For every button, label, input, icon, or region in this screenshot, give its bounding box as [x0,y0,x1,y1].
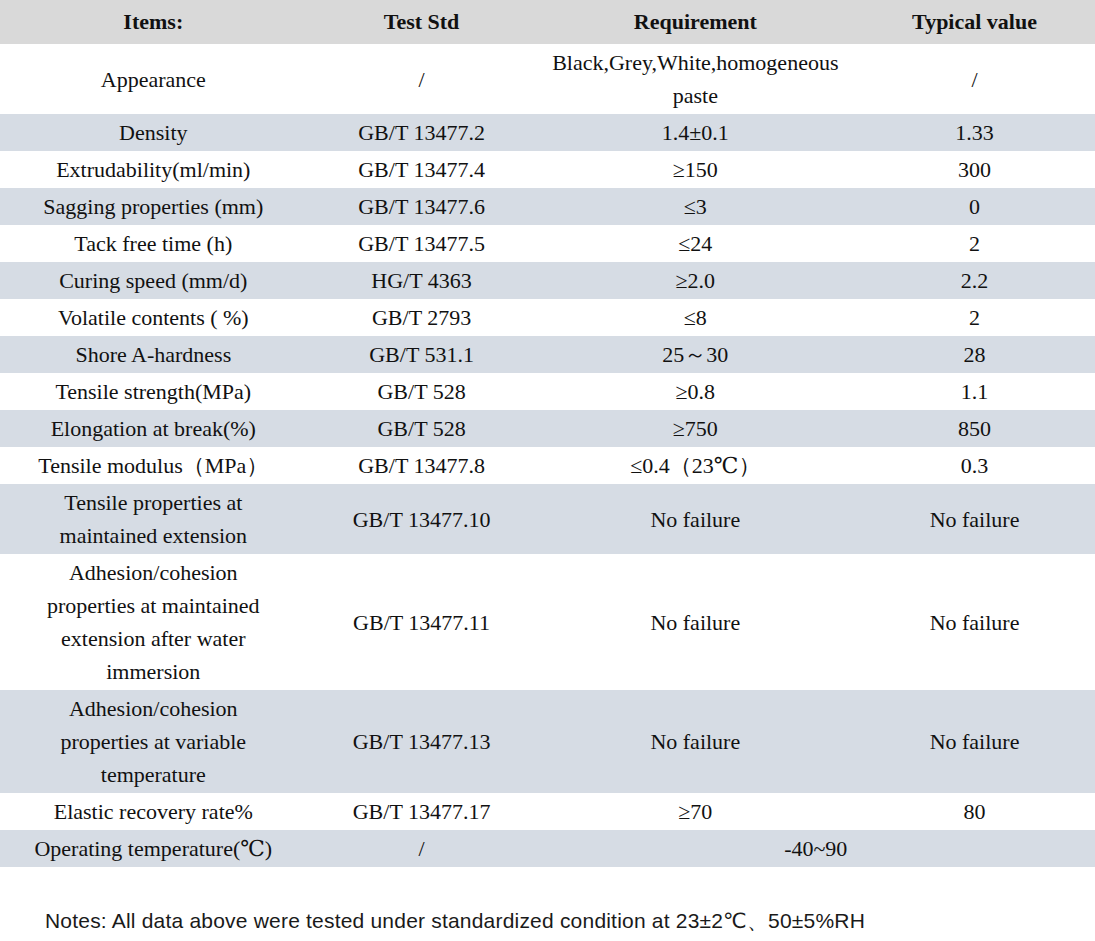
typical-value-cell: 1.33 [854,114,1095,151]
requirement-cell: ≤0.4（23℃） [537,447,855,484]
test-std-cell: GB/T 13477.5 [307,225,537,262]
requirement-cell: No failure [537,690,855,793]
requirement-cell: Black,Grey,White,homogeneous paste [537,44,855,114]
typical-value-cell: / [854,44,1095,114]
item-cell: Curing speed (mm/d) [0,262,307,299]
table-row: Tensile modulus（MPa） GB/T 13477.8 ≤0.4（2… [0,447,1095,484]
header-typical-value: Typical value [854,0,1095,44]
typical-value-cell: 28 [854,336,1095,373]
test-std-cell: GB/T 13477.11 [307,554,537,690]
item-cell: Sagging properties (mm) [0,188,307,225]
table-row: Curing speed (mm/d) HG/T 4363 ≥2.0 2.2 [0,262,1095,299]
item-cell: Appearance [0,44,307,114]
requirement-cell: ≤8 [537,299,855,336]
table-row: Extrudability(ml/min) GB/T 13477.4 ≥150 … [0,151,1095,188]
typical-value-cell: 2.2 [854,262,1095,299]
test-std-cell: GB/T 13477.10 [307,484,537,554]
test-std-cell: GB/T 528 [307,373,537,410]
typical-value-cell: 80 [854,793,1095,830]
requirement-cell: No failure [537,484,855,554]
test-std-cell: GB/T 13477.4 [307,151,537,188]
table-row: Elastic recovery rate% GB/T 13477.17 ≥70… [0,793,1095,830]
requirement-cell: No failure [537,554,855,690]
table-row: Shore A-hardness GB/T 531.1 25～30 28 [0,336,1095,373]
test-std-cell: GB/T 13477.6 [307,188,537,225]
item-cell: Tensile strength(MPa) [0,373,307,410]
requirement-cell: ≥0.8 [537,373,855,410]
merged-value-cell: -40~90 [537,830,1095,867]
test-std-cell: GB/T 528 [307,410,537,447]
requirement-cell: ≤24 [537,225,855,262]
table-header-row: Items: Test Std Requirement Typical valu… [0,0,1095,44]
typical-value-cell: 0 [854,188,1095,225]
test-std-cell: / [307,44,537,114]
typical-value-cell: 2 [854,299,1095,336]
item-cell: Tack free time (h) [0,225,307,262]
header-test-std: Test Std [307,0,537,44]
notes-text: Notes: All data above were tested under … [45,907,1095,935]
test-std-cell: GB/T 13477.17 [307,793,537,830]
table-row: Appearance / Black,Grey,White,homogeneou… [0,44,1095,114]
test-std-cell: GB/T 13477.13 [307,690,537,793]
item-cell: Adhesion/cohesion properties at variable… [0,690,307,793]
item-cell: Tensile properties at maintained extensi… [0,484,307,554]
test-std-cell: GB/T 13477.2 [307,114,537,151]
test-std-cell: / [307,830,537,867]
table-row: Volatile contents ( %) GB/T 2793 ≤8 2 [0,299,1095,336]
requirement-cell: 1.4±0.1 [537,114,855,151]
item-cell: Operating temperature(℃) [0,830,307,867]
table-row: Tack free time (h) GB/T 13477.5 ≤24 2 [0,225,1095,262]
test-std-cell: GB/T 531.1 [307,336,537,373]
item-cell: Tensile modulus（MPa） [0,447,307,484]
table-row: Sagging properties (mm) GB/T 13477.6 ≤3 … [0,188,1095,225]
requirement-cell: ≥750 [537,410,855,447]
item-cell: Elastic recovery rate% [0,793,307,830]
requirement-cell: ≥2.0 [537,262,855,299]
header-requirement: Requirement [537,0,855,44]
table-row-operating-temperature: Operating temperature(℃) / -40~90 [0,830,1095,867]
table-row: Density GB/T 13477.2 1.4±0.1 1.33 [0,114,1095,151]
table-row: Adhesion/cohesion properties at maintain… [0,554,1095,690]
requirement-cell: 25～30 [537,336,855,373]
typical-value-cell: 300 [854,151,1095,188]
typical-value-cell: No failure [854,484,1095,554]
requirement-cell: ≥150 [537,151,855,188]
item-cell: Volatile contents ( %) [0,299,307,336]
test-std-cell: GB/T 13477.8 [307,447,537,484]
item-cell: Extrudability(ml/min) [0,151,307,188]
item-cell: Elongation at break(%) [0,410,307,447]
spec-table: Items: Test Std Requirement Typical valu… [0,0,1095,867]
item-cell: Density [0,114,307,151]
table-row: Tensile properties at maintained extensi… [0,484,1095,554]
requirement-cell: ≥70 [537,793,855,830]
typical-value-cell: 2 [854,225,1095,262]
item-cell: Adhesion/cohesion properties at maintain… [0,554,307,690]
table-row: Elongation at break(%) GB/T 528 ≥750 850 [0,410,1095,447]
table-row: Tensile strength(MPa) GB/T 528 ≥0.8 1.1 [0,373,1095,410]
typical-value-cell: No failure [854,690,1095,793]
test-std-cell: HG/T 4363 [307,262,537,299]
typical-value-cell: 1.1 [854,373,1095,410]
header-items: Items: [0,0,307,44]
typical-value-cell: 850 [854,410,1095,447]
item-cell: Shore A-hardness [0,336,307,373]
requirement-cell: ≤3 [537,188,855,225]
test-std-cell: GB/T 2793 [307,299,537,336]
typical-value-cell: No failure [854,554,1095,690]
table-row: Adhesion/cohesion properties at variable… [0,690,1095,793]
typical-value-cell: 0.3 [854,447,1095,484]
